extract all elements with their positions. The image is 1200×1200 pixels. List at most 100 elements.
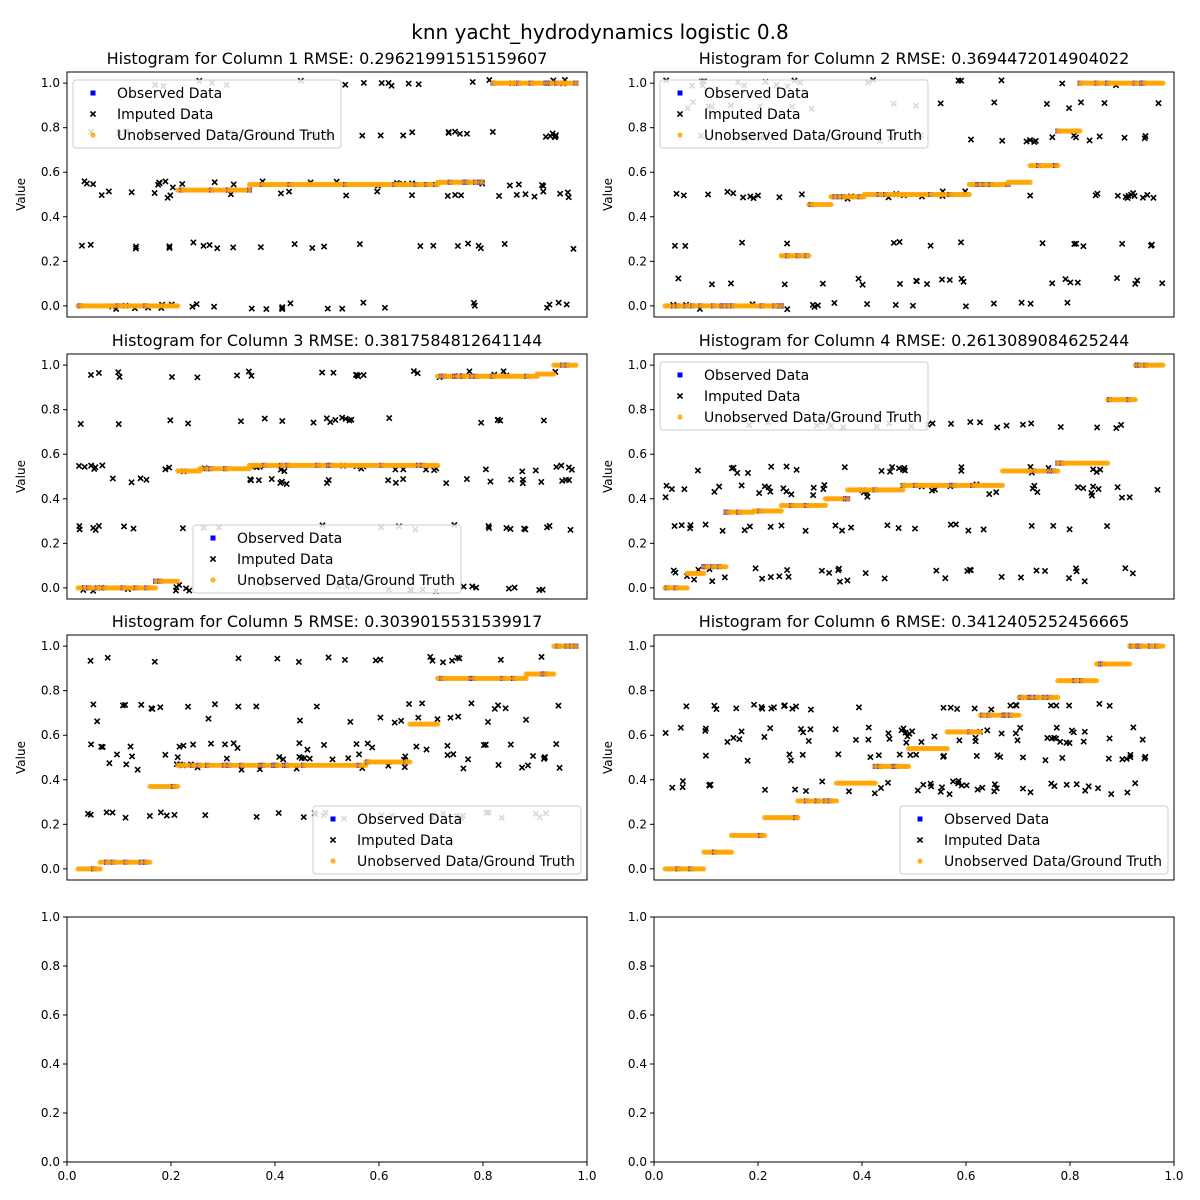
imputed-point [662,729,669,737]
imputed-point [937,100,944,107]
imputed-point [497,656,504,664]
ground-truth-point [833,798,840,804]
imputed-point [99,743,106,751]
imputed-point [1105,755,1112,762]
imputed-point [960,278,967,285]
imputed-point [325,654,332,661]
imputed-point [886,468,894,475]
imputed-point [98,743,105,750]
imputed-point [377,714,384,721]
imputed-point [679,778,687,785]
imputed-point [1017,574,1025,581]
imputed-point [681,485,688,493]
imputed-point [1096,700,1103,708]
imputed-point [744,469,752,477]
imputed-point [902,729,909,736]
imputed-point [901,464,908,472]
imputed-point [1114,483,1121,491]
imputed-point [556,764,563,771]
legend-observed-marker [330,816,336,822]
imputed-point [1114,192,1122,199]
imputed-point [758,703,765,711]
legend-label: Observed Data [117,86,222,102]
imputed-point [895,465,903,472]
imputed-point [278,305,286,313]
imputed-point [143,476,150,483]
x-tick-label: 0.4 [265,1169,284,1183]
imputed-point [903,739,910,746]
imputed-point [134,766,141,773]
imputed-point [330,369,337,376]
imputed-point [994,752,1001,759]
imputed-point [909,302,917,309]
imputed-point [166,244,173,252]
imputed-point [1059,80,1066,87]
imputed-point [1108,790,1115,798]
imputed-point [942,575,949,582]
imputed-point [778,522,785,529]
imputed-point [784,306,791,313]
imputed-point [976,419,984,426]
imputed-point [1065,574,1073,582]
y-tick-label: 0.6 [41,728,60,742]
subplot-3: Histogram for Column 3 RMSE: 0.381758481… [14,331,588,600]
imputed-point [184,420,192,427]
ground-truth-point [1027,179,1033,185]
ground-truth-point [1077,128,1083,134]
imputed-point [268,475,275,483]
imputed-point [103,809,110,816]
imputed-point [128,189,135,196]
imputed-point [807,726,814,733]
imputed-point [1051,782,1058,790]
imputed-point [1096,133,1103,140]
imputed-point [1066,739,1073,747]
imputed-point [482,466,490,473]
imputed-point [384,477,392,484]
subplot-title: Histogram for Column 5 RMSE: 0.303901553… [112,612,543,631]
ground-truth-point [828,201,834,208]
imputed-point [1072,134,1080,141]
imputed-point [671,522,678,530]
imputed-point [128,479,135,486]
imputed-point [1043,100,1051,108]
imputed-point [507,476,515,483]
imputed-point [109,475,117,482]
imputed-point [728,465,736,472]
imputed-point [563,301,570,308]
imputed-point [776,193,783,201]
y-tick-label: 0.2 [41,1106,60,1120]
imputed-point [780,485,787,492]
imputed-point [798,191,806,198]
data-points [75,643,579,872]
imputed-point [877,784,885,792]
imputed-point [414,370,421,377]
legend-observed-marker [917,816,923,822]
imputed-point [95,522,103,530]
imputed-point [1118,494,1126,501]
imputed-point [907,751,914,759]
imputed-point [1007,702,1014,709]
imputed-point [501,240,508,248]
imputed-point [105,188,113,195]
legend-ground-truth-marker [330,858,336,864]
imputed-point [309,244,316,252]
imputed-point [1118,240,1126,247]
imputed-point [669,784,676,791]
imputed-point [157,809,164,816]
y-tick-label: 0.8 [628,684,647,698]
imputed-point [448,657,456,664]
imputed-point [494,702,502,709]
imputed-point [938,276,946,283]
imputed-point [892,301,899,309]
imputed-point [911,525,919,532]
legend-box [659,79,929,149]
imputed-point [489,128,496,136]
imputed-point [388,82,395,89]
imputed-point [149,705,156,713]
imputed-point [825,569,833,577]
imputed-point [444,751,451,759]
imputed-point [171,811,178,819]
imputed-point [359,132,366,139]
imputed-point [709,578,716,585]
imputed-point [1139,194,1147,201]
